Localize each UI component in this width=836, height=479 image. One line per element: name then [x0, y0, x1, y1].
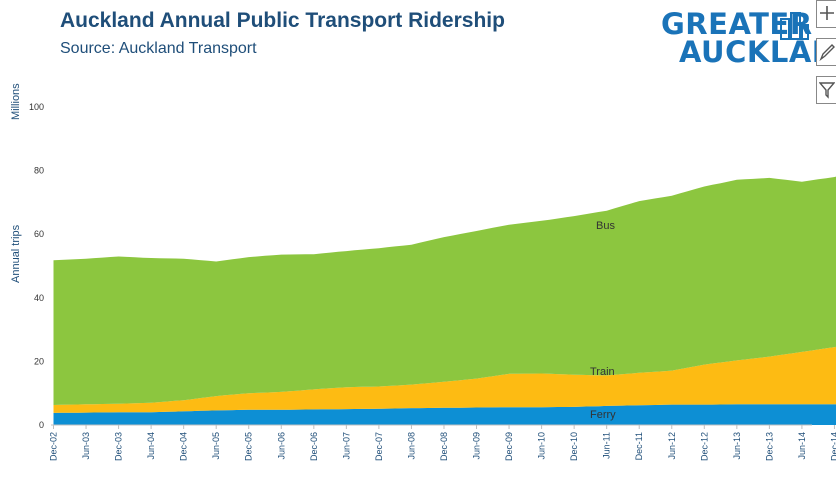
y-tick-label: 60 [34, 229, 44, 239]
bus-area [53, 176, 836, 405]
logo-text-line1: GREATER [661, 7, 813, 41]
chart-subtitle: Source: Auckland Transport [60, 40, 257, 57]
y-tick-label: 100 [29, 102, 44, 112]
x-tick-label: Jun-10 [537, 432, 547, 460]
x-tick-label: Jun-14 [797, 432, 807, 460]
x-tick-label: Dec-02 [49, 432, 59, 461]
filter-icon [819, 82, 835, 99]
x-tick-label: Dec-13 [764, 432, 774, 461]
x-tick-label: Jun-03 [81, 432, 91, 460]
x-tick-label: Dec-06 [309, 432, 319, 461]
x-tick-label: Dec-04 [179, 432, 189, 461]
x-tick-label: Jun-07 [341, 432, 351, 460]
x-tick-label: Dec-07 [374, 432, 384, 461]
ferry-area [53, 404, 836, 425]
x-tick-label: Dec-09 [504, 432, 514, 461]
add-tool-button[interactable] [816, 0, 836, 28]
x-tick-label: Jun-04 [146, 432, 156, 460]
x-tick-label: Dec-08 [439, 432, 449, 461]
plus-icon [820, 6, 834, 20]
x-tick-label: Jun-11 [602, 432, 612, 459]
pencil-icon [819, 44, 835, 61]
y-tick-label: 20 [34, 356, 44, 366]
filter-tool-button[interactable] [816, 76, 836, 104]
train-area [53, 346, 836, 413]
y-axis-label: Annual trips [10, 224, 22, 283]
skyline-icon [780, 12, 809, 40]
train-series-label: Train [590, 366, 615, 378]
y-tick-label: 80 [34, 166, 44, 176]
logo-text-line2: AUCKLAND [679, 35, 836, 69]
y-axis-units-label: Millions [10, 83, 22, 120]
x-tick-label: Jun-13 [732, 432, 742, 460]
x-tick-label: Dec-12 [699, 432, 709, 461]
chart-title: Auckland Annual Public Transport Ridersh… [60, 9, 505, 32]
bus-series-label: Bus [596, 220, 615, 232]
y-tick-label: 40 [34, 293, 44, 303]
x-tick-label: Jun-09 [472, 432, 482, 460]
x-tick-label: Dec-10 [569, 432, 579, 461]
x-tick-label: Dec-11 [634, 432, 644, 460]
ferry-series-label: Ferry [590, 409, 616, 421]
x-tick-label: Jun-06 [276, 432, 286, 460]
y-tick-label: 0 [39, 420, 44, 430]
x-tick-label: Dec-05 [244, 432, 254, 461]
greater-auckland-logo[interactable]: GREATER AUCKLAND [661, 7, 836, 68]
draw-tool-button[interactable] [816, 38, 836, 66]
x-tick-label: Jun-12 [667, 432, 677, 460]
x-tick-label: Jun-05 [211, 432, 221, 460]
x-tick-label: Jun-08 [406, 432, 416, 460]
x-tick-label: Dec-14 [829, 432, 836, 461]
x-tick-label: Dec-03 [114, 432, 124, 461]
